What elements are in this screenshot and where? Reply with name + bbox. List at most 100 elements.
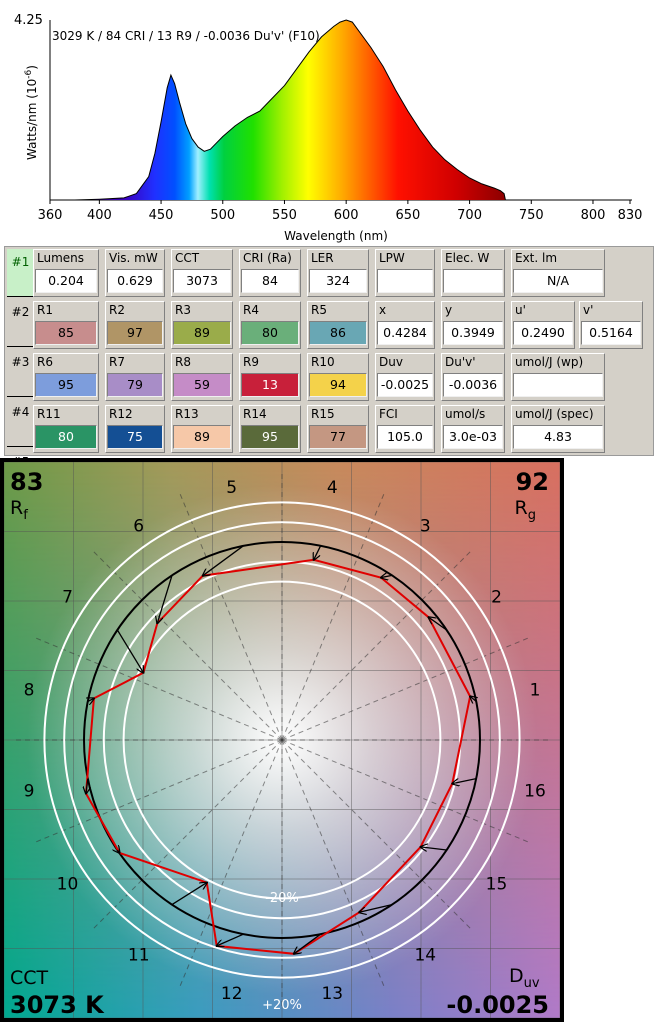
metric-cell-cri-ra-: CRI (Ra) 84 [239,249,303,297]
hue-bin-label: 14 [414,946,436,966]
x-tick-label: 550 [272,208,297,223]
hue-shift-arrow [88,698,94,701]
hue-shift-arrow [86,778,88,794]
metric-value: 89 [173,321,231,345]
metric-label: R1 [37,303,53,317]
hue-bin-label: 15 [486,874,508,894]
spectrum-area [74,20,506,200]
metric-cell-umol-j-spec-: umol/J (spec) 4.83 [511,405,607,453]
metric-label: Lumens [37,251,85,265]
metric-cell-frame [33,353,99,401]
metric-value: 75 [107,425,163,449]
metric-value: 85 [35,321,97,345]
metric-cell-r2: R2 97 [105,301,167,349]
metric-cell-frame [441,249,505,297]
metric-label: R2 [109,303,125,317]
metric-cell-frame [239,249,301,297]
tab-2[interactable]: #2 [7,299,34,347]
hue-shift-arrow [217,933,244,946]
metric-value [443,269,503,293]
duv-label-text: D [509,965,524,987]
metric-cell-y: y 0.3949 [441,301,507,349]
x-tick-label: 830 [618,208,643,223]
metric-label: Duv [379,355,403,369]
metric-cell-frame [239,301,301,349]
metric-value: 324 [309,269,367,293]
hue-bin-label: 8 [24,681,35,701]
duv-label-sub: uv [524,976,540,991]
metric-cell-u-: u' 0.2490 [511,301,577,349]
metric-label: Elec. W [445,251,490,265]
metric-value: 79 [107,373,163,397]
cct-value: 3073 K [10,991,105,1018]
cct-label: CCT [10,967,49,989]
hue-shift-arrow [452,777,477,784]
metric-cell-frame [441,301,505,349]
metric-cell-frame [307,353,369,401]
x-tick-label: 800 [581,208,606,223]
metric-value: 0.2490 [513,321,573,345]
y-axis-label-text: Watts/nm (10 [25,79,39,160]
duv-label: Duv [509,965,540,991]
tab-1[interactable]: #1 [7,249,34,297]
metric-value: 0.5164 [581,321,641,345]
metric-cell-frame [579,301,643,349]
metric-cell-r8: R8 59 [171,353,235,401]
metric-cell-frame [33,249,99,297]
metric-label: Vis. mW [109,251,158,265]
metric-value: 95 [35,373,97,397]
metric-cell-du-v-: Du'v' -0.0036 [441,353,507,401]
metric-label: FCI [379,407,398,421]
x-tick-label: 450 [149,208,174,223]
metric-cell-elec-w: Elec. W [441,249,507,297]
metric-value: N/A [513,269,603,293]
rf-label-text: R [10,497,23,519]
metric-value: 77 [309,425,367,449]
metric-cell-r12: R12 75 [105,405,167,453]
metric-label: R6 [37,355,53,369]
rg-value: 92 [516,468,549,496]
metric-value: 80 [241,321,299,345]
metric-value: 13 [241,373,299,397]
x-tick-label: 600 [334,208,359,223]
metric-cell-r11: R11 80 [33,405,101,453]
hue-boundary-ray [178,739,283,990]
metric-label: R9 [243,355,259,369]
metric-cell-frame [33,405,99,453]
duv-value: -0.0025 [446,991,549,1018]
y-max-tick-label: 4.25 [14,13,43,28]
hue-boundary-ray [178,490,283,741]
metric-cell-x: x 0.4284 [375,301,437,349]
x-axis-label: Wavelength (nm) [284,229,388,243]
hue-bin-label: 1 [530,681,541,701]
metric-value: 0.3949 [443,321,503,345]
metric-cell-umol-j-wp-: umol/J (wp) [511,353,607,401]
rg-label: Rg [515,497,536,523]
metric-cell-ext-lm: Ext. lm N/A [511,249,607,297]
tab-3[interactable]: #3 [7,349,34,397]
hue-bin-label: 12 [221,984,243,1004]
metric-cell-frame [375,249,435,297]
hue-boundary-ray [281,739,386,990]
metric-cell-frame [171,405,233,453]
metric-label: R10 [311,355,335,369]
metric-value: -0.0025 [377,373,433,397]
tab-4[interactable]: #4 [7,399,34,447]
plus-20-label: +20% [262,998,302,1013]
metric-value [513,373,603,397]
hue-bin-label: 6 [133,517,144,537]
metric-value: 0.629 [107,269,163,293]
metric-value: 86 [309,321,367,345]
metric-label: R12 [109,407,133,421]
metric-cell-frame [307,405,369,453]
metric-label: CCT [175,251,200,265]
metric-label: x [379,303,387,317]
metric-cell-r13: R13 89 [171,405,235,453]
metric-cell-frame [171,353,233,401]
reference-ring [122,580,442,900]
metric-cell-lumens: Lumens 0.204 [33,249,101,297]
reference-ring [63,521,501,959]
metric-cell-lpw: LPW [375,249,437,297]
metric-cell-r7: R7 79 [105,353,167,401]
